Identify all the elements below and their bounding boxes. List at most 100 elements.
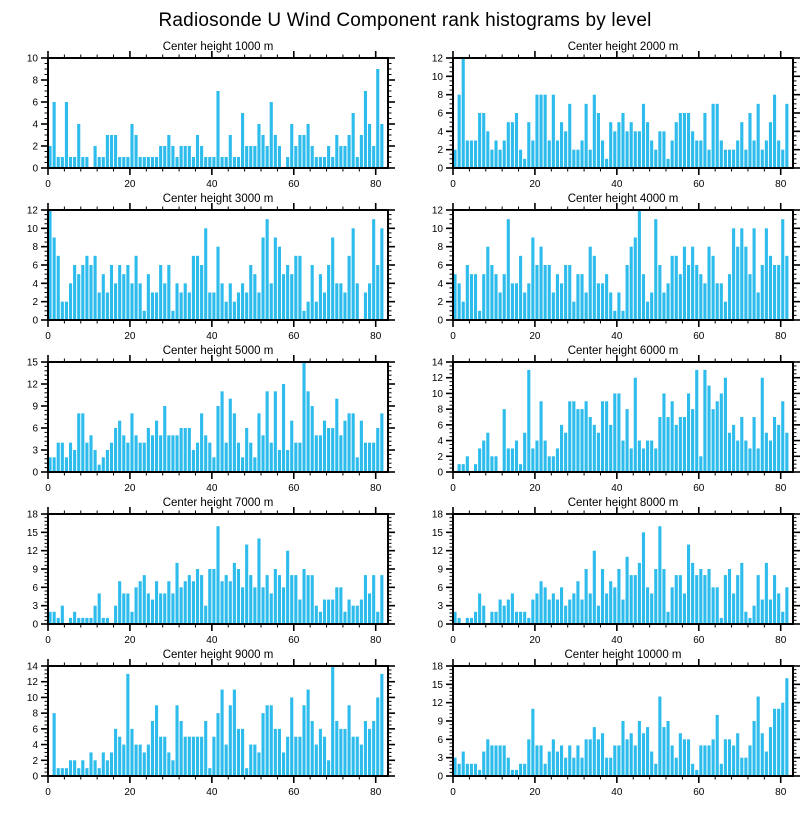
svg-text:12: 12	[432, 206, 444, 217]
svg-text:0: 0	[45, 331, 51, 342]
svg-text:2: 2	[32, 297, 38, 308]
histogram-center-height-9000m: Center height 9000 m 0 2 4 6 8 10 12 14 0 20 40 60 80	[0, 646, 405, 798]
svg-text:10: 10	[432, 389, 444, 400]
histogram-center-height-8000m: Center height 8000 m 0 3 6 9 12 15 18 0 20 40 60 80	[405, 494, 810, 646]
svg-text:8: 8	[32, 709, 38, 720]
svg-text:12: 12	[432, 373, 444, 384]
svg-text:12: 12	[27, 677, 39, 688]
svg-text:6: 6	[32, 583, 38, 594]
svg-text:10: 10	[432, 224, 444, 235]
svg-text:20: 20	[124, 179, 136, 190]
svg-text:80: 80	[775, 331, 787, 342]
svg-text:8: 8	[32, 76, 38, 87]
svg-text:2: 2	[32, 756, 38, 767]
svg-text:60: 60	[288, 635, 300, 646]
svg-text:40: 40	[206, 179, 218, 190]
svg-text:60: 60	[288, 331, 300, 342]
svg-text:0: 0	[32, 316, 38, 327]
svg-text:Center height 8000 m: Center height 8000 m	[568, 497, 679, 509]
svg-text:0: 0	[32, 620, 38, 631]
svg-text:4: 4	[437, 279, 443, 290]
svg-text:4: 4	[437, 127, 443, 138]
svg-text:18: 18	[432, 510, 444, 521]
svg-text:0: 0	[32, 164, 38, 175]
svg-text:4: 4	[32, 279, 38, 290]
svg-text:Center height 10000 m: Center height 10000 m	[565, 649, 682, 661]
svg-text:10: 10	[27, 224, 39, 235]
histogram-center-height-10000m: Center height 10000 m 0 3 6 9 12 15 18 0 20 40 60 80	[405, 646, 810, 798]
svg-text:0: 0	[450, 483, 456, 494]
svg-text:8: 8	[437, 90, 443, 101]
svg-text:80: 80	[775, 179, 787, 190]
svg-text:6: 6	[437, 735, 443, 746]
svg-text:80: 80	[370, 483, 382, 494]
rank-histogram-page: Radiosonde U Wind Component rank histogr…	[0, 10, 810, 798]
svg-text:80: 80	[775, 483, 787, 494]
svg-text:8: 8	[437, 405, 443, 416]
svg-text:40: 40	[206, 635, 218, 646]
svg-text:20: 20	[529, 635, 541, 646]
svg-text:40: 40	[611, 787, 623, 798]
svg-text:60: 60	[693, 635, 705, 646]
svg-text:12: 12	[27, 546, 39, 557]
svg-text:9: 9	[437, 565, 443, 576]
svg-text:40: 40	[611, 635, 623, 646]
svg-text:10: 10	[432, 72, 444, 83]
svg-text:0: 0	[45, 787, 51, 798]
svg-text:18: 18	[432, 662, 444, 673]
svg-text:3: 3	[32, 446, 38, 457]
svg-text:40: 40	[206, 483, 218, 494]
svg-text:6: 6	[437, 109, 443, 120]
svg-text:12: 12	[27, 380, 39, 391]
svg-text:60: 60	[693, 483, 705, 494]
histogram-center-height-5000m-plot: Center height 5000 m 0 3 6 9 12 15 0 20 40 60 80	[27, 345, 395, 494]
svg-text:4: 4	[32, 120, 38, 131]
svg-text:0: 0	[32, 772, 38, 783]
svg-text:12: 12	[432, 546, 444, 557]
svg-text:40: 40	[206, 787, 218, 798]
svg-text:6: 6	[437, 261, 443, 272]
histogram-center-height-9000m-plot: Center height 9000 m 0 2 4 6 8 10 12 14 0 20 40 60 80	[27, 649, 395, 798]
svg-text:18: 18	[27, 510, 39, 521]
histogram-center-height-7000m-plot: Center height 7000 m 0 3 6 9 12 15 18 0 20 40 60 80	[27, 497, 395, 646]
svg-text:60: 60	[693, 787, 705, 798]
svg-text:0: 0	[450, 331, 456, 342]
svg-text:40: 40	[611, 483, 623, 494]
svg-text:Center height 5000 m: Center height 5000 m	[163, 345, 274, 357]
svg-text:0: 0	[450, 179, 456, 190]
svg-text:80: 80	[775, 635, 787, 646]
histogram-center-height-7000m: Center height 7000 m 0 3 6 9 12 15 18 0 20 40 60 80	[0, 494, 405, 646]
histogram-center-height-2000m: Center height 2000 m 0 2 4 6 8 10 12 0 20 40 60 80	[405, 38, 810, 190]
svg-text:20: 20	[529, 787, 541, 798]
svg-text:80: 80	[370, 635, 382, 646]
histogram-grid: Center height 1000 m 0 2 4 6 8 10 0 20 40 60 80 Cen…	[0, 38, 810, 798]
svg-text:80: 80	[370, 787, 382, 798]
histogram-center-height-5000m: Center height 5000 m 0 3 6 9 12 15 0 20 40 60 80	[0, 342, 405, 494]
page-title: Radiosonde U Wind Component rank histogr…	[158, 10, 652, 31]
svg-text:2: 2	[437, 452, 443, 463]
svg-text:80: 80	[775, 787, 787, 798]
svg-text:0: 0	[45, 179, 51, 190]
svg-text:20: 20	[529, 179, 541, 190]
svg-text:20: 20	[529, 331, 541, 342]
histogram-center-height-2000m-plot: Center height 2000 m 0 2 4 6 8 10 12 0 20 40 60 80	[432, 41, 800, 190]
svg-text:8: 8	[437, 242, 443, 253]
svg-text:4: 4	[437, 436, 443, 447]
svg-text:0: 0	[450, 635, 456, 646]
svg-text:80: 80	[370, 179, 382, 190]
histogram-center-height-10000m-plot: Center height 10000 m 0 3 6 9 12 15 18 0 20 40 60 80	[432, 649, 800, 798]
svg-text:40: 40	[611, 179, 623, 190]
svg-text:15: 15	[27, 358, 39, 369]
svg-text:0: 0	[437, 316, 443, 327]
histogram-center-height-4000m: Center height 4000 m 0 2 4 6 8 10 12 0 20 40 60 80	[405, 190, 810, 342]
svg-text:6: 6	[437, 420, 443, 431]
svg-text:15: 15	[432, 680, 444, 691]
svg-text:2: 2	[437, 145, 443, 156]
svg-text:Center height 4000 m: Center height 4000 m	[568, 193, 679, 205]
svg-text:0: 0	[450, 787, 456, 798]
histogram-center-height-6000m-plot: Center height 6000 m 0 2 4 6 8 10 12 14 0 20 40 60 80	[432, 345, 800, 494]
svg-text:6: 6	[437, 583, 443, 594]
svg-text:12: 12	[27, 206, 39, 217]
histogram-center-height-4000m-plot: Center height 4000 m 0 2 4 6 8 10 12 0 20 40 60 80	[432, 193, 800, 342]
histogram-center-height-3000m-plot: Center height 3000 m 0 2 4 6 8 10 12 0 20 40 60 80	[27, 193, 395, 342]
